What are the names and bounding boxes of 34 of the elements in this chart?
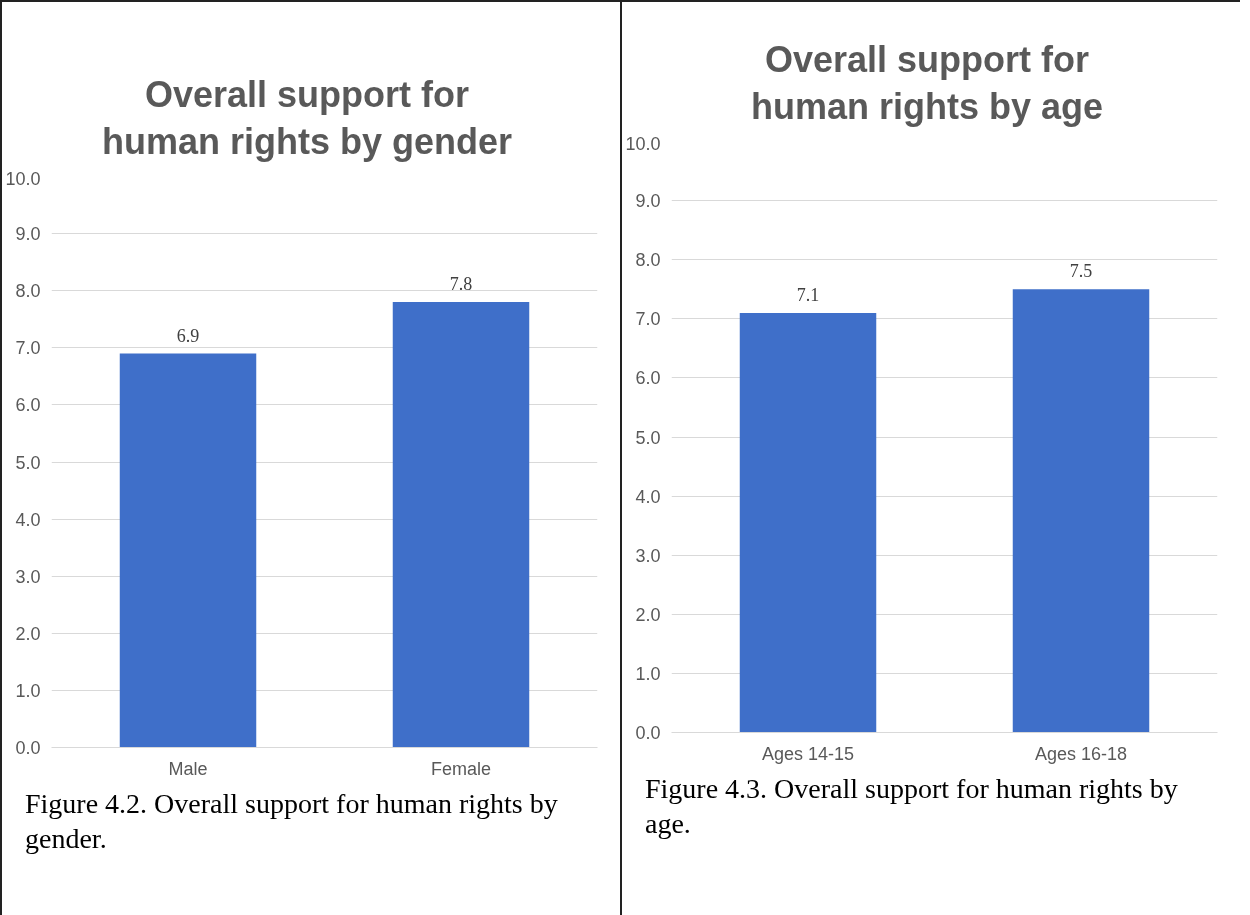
y-tick-label: 0.0 <box>635 722 661 743</box>
y-tick-label: 7.0 <box>15 337 41 358</box>
chart-title: Overall support for human rights by gender <box>100 73 513 164</box>
x-tick-label: Female <box>430 758 492 779</box>
data-label: 7.1 <box>796 284 820 305</box>
y-tick-label: 3.0 <box>15 566 41 587</box>
y-tick-label: 9.0 <box>15 223 41 244</box>
y-tick-label: 8.0 <box>15 280 41 301</box>
y-tick-label: 6.0 <box>635 367 661 388</box>
y-tick-label: 8.0 <box>635 249 661 270</box>
y-tick-label: 6.0 <box>15 394 41 415</box>
x-tick-label: Ages 14-15 <box>761 743 855 764</box>
y-tick-label: 1.0 <box>15 680 41 701</box>
y-tick-label: 3.0 <box>635 545 661 566</box>
data-label: 7.8 <box>449 273 473 294</box>
caption: Figure 4.2. Overall support for human rights by gender. <box>25 786 559 856</box>
y-tick-label: 1.0 <box>635 663 661 684</box>
y-tick-label: 7.0 <box>635 308 661 329</box>
y-tick-label: 9.0 <box>635 190 661 211</box>
x-tick-label: Ages 16-18 <box>1034 743 1128 764</box>
y-tick-label: 5.0 <box>15 452 41 473</box>
y-tick-label: 10.0 <box>5 168 41 189</box>
y-tick-label: 0.0 <box>15 737 41 758</box>
data-label: 6.9 <box>176 325 200 346</box>
y-tick-label: 10.0 <box>625 133 661 154</box>
y-tick-label: 4.0 <box>635 486 661 507</box>
data-label: 7.5 <box>1069 260 1093 281</box>
x-tick-label: Male <box>168 758 208 779</box>
y-tick-label: 2.0 <box>635 604 661 625</box>
y-tick-label: 5.0 <box>635 427 661 448</box>
chart-title: Overall support for human rights by age <box>749 38 1105 129</box>
y-tick-label: 4.0 <box>15 509 41 530</box>
caption: Figure 4.3. Overall support for human rights by age. <box>645 771 1179 841</box>
y-tick-label: 2.0 <box>15 623 41 644</box>
